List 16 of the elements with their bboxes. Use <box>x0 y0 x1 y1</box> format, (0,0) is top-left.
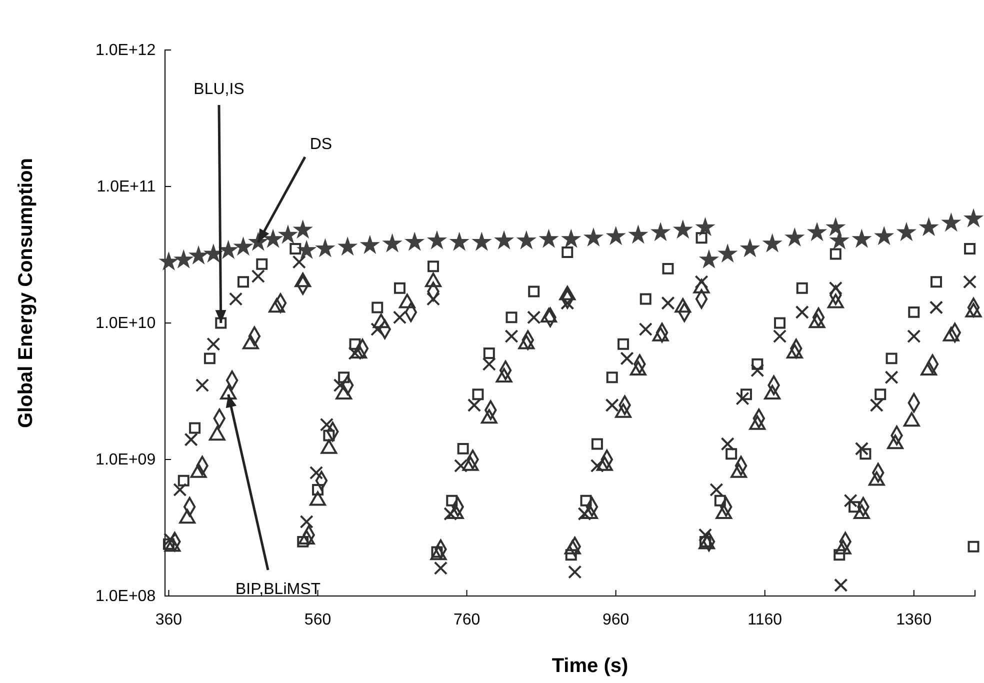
y-axis-title: Global Energy Consumption <box>15 158 37 428</box>
x-tick-label: 560 <box>304 612 332 629</box>
x-tick-label: 960 <box>602 612 630 629</box>
x-tick-label: 1360 <box>896 612 932 629</box>
y-tick-label: 1.0E+08 <box>96 588 156 606</box>
y-tick-label: 1.0E+11 <box>96 178 156 196</box>
x-tick-label: 360 <box>155 612 182 629</box>
y-tick-label: 1.0E+12 <box>96 42 156 60</box>
annotation: BLU,IS <box>194 81 244 98</box>
y-tick-label: 1.0E+10 <box>96 315 156 332</box>
x-axis-title: Time (s) <box>552 655 628 677</box>
x-tick-label: 760 <box>453 612 480 629</box>
x-tick-label: 1160 <box>748 612 782 629</box>
y-tick-label: 1.0E+09 <box>96 452 156 469</box>
annotation: BIP,BLiMST <box>235 581 321 598</box>
annotation: DS <box>310 136 332 154</box>
